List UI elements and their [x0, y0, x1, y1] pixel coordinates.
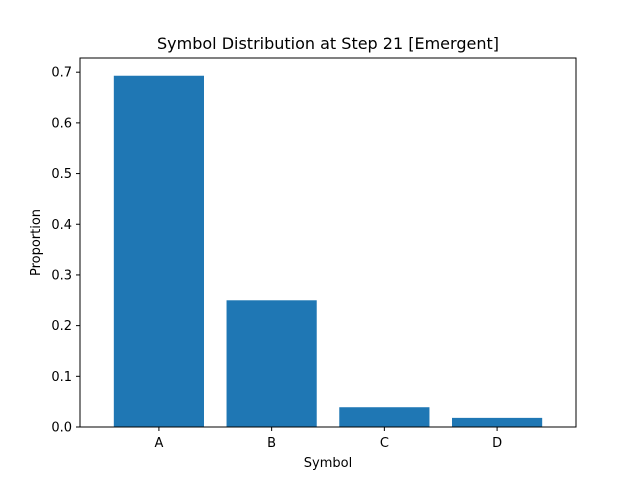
- x-tick-label-a: A: [154, 436, 163, 451]
- y-tick-label: 0.4: [51, 218, 72, 233]
- plot-area-frame: [79, 57, 577, 428]
- x-tick-label-d: D: [492, 436, 502, 451]
- y-tick-label: 0.7: [51, 66, 72, 81]
- bar-a: [113, 75, 204, 427]
- y-tick-label: 0.6: [51, 116, 72, 131]
- y-axis-label: Proportion: [29, 209, 44, 276]
- x-tick-label-b: B: [267, 436, 276, 451]
- bar-d: [452, 417, 543, 427]
- y-tick-label: 0.1: [51, 370, 72, 385]
- x-axis-ticks: A B C D: [154, 427, 502, 451]
- chart-title: Symbol Distribution at Step 21 [Emergent…: [157, 34, 499, 53]
- bar-c: [339, 407, 430, 427]
- y-tick-label: 0.5: [51, 167, 72, 182]
- x-tick-label-c: C: [380, 436, 389, 451]
- y-tick-label: 0.2: [51, 319, 72, 334]
- bars-group: [113, 75, 543, 427]
- bar-b: [226, 300, 317, 427]
- y-tick-label: 0.0: [51, 421, 72, 436]
- y-tick-label: 0.3: [51, 268, 72, 283]
- y-axis-ticks: 0.0 0.1 0.2 0.3 0.4 0.5 0.6 0.7: [51, 66, 80, 436]
- x-axis-label: Symbol: [304, 456, 352, 471]
